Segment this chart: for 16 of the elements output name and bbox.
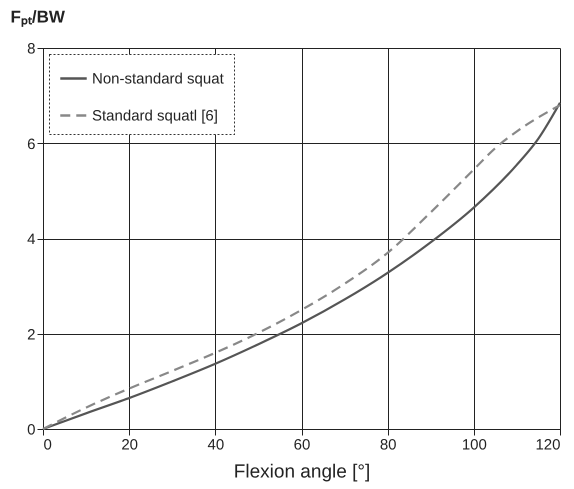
x-tick-label: 60 (294, 436, 310, 454)
y-tick-label: 6 (27, 136, 36, 153)
y-tick-label: 2 (27, 326, 36, 344)
x-tick-label: 80 (380, 436, 397, 454)
legend-label: Non-standard squat (92, 70, 225, 88)
x-tick-label: 20 (121, 436, 138, 454)
x-axis-title: Flexion angle [°] (234, 462, 370, 482)
x-tick-label: 40 (207, 436, 224, 454)
y-axis-title: Fₚₜ/BW (10, 8, 66, 28)
y-tick-label: 0 (27, 422, 36, 438)
x-tick-label: 100 (462, 436, 487, 454)
x-tick-label: 0 (44, 436, 52, 454)
legend-label: Standard squatl [6] (92, 108, 218, 124)
x-tick-label: 120 (535, 436, 560, 454)
y-tick-label: 4 (27, 231, 36, 248)
y-tick-label: 8 (27, 40, 36, 58)
